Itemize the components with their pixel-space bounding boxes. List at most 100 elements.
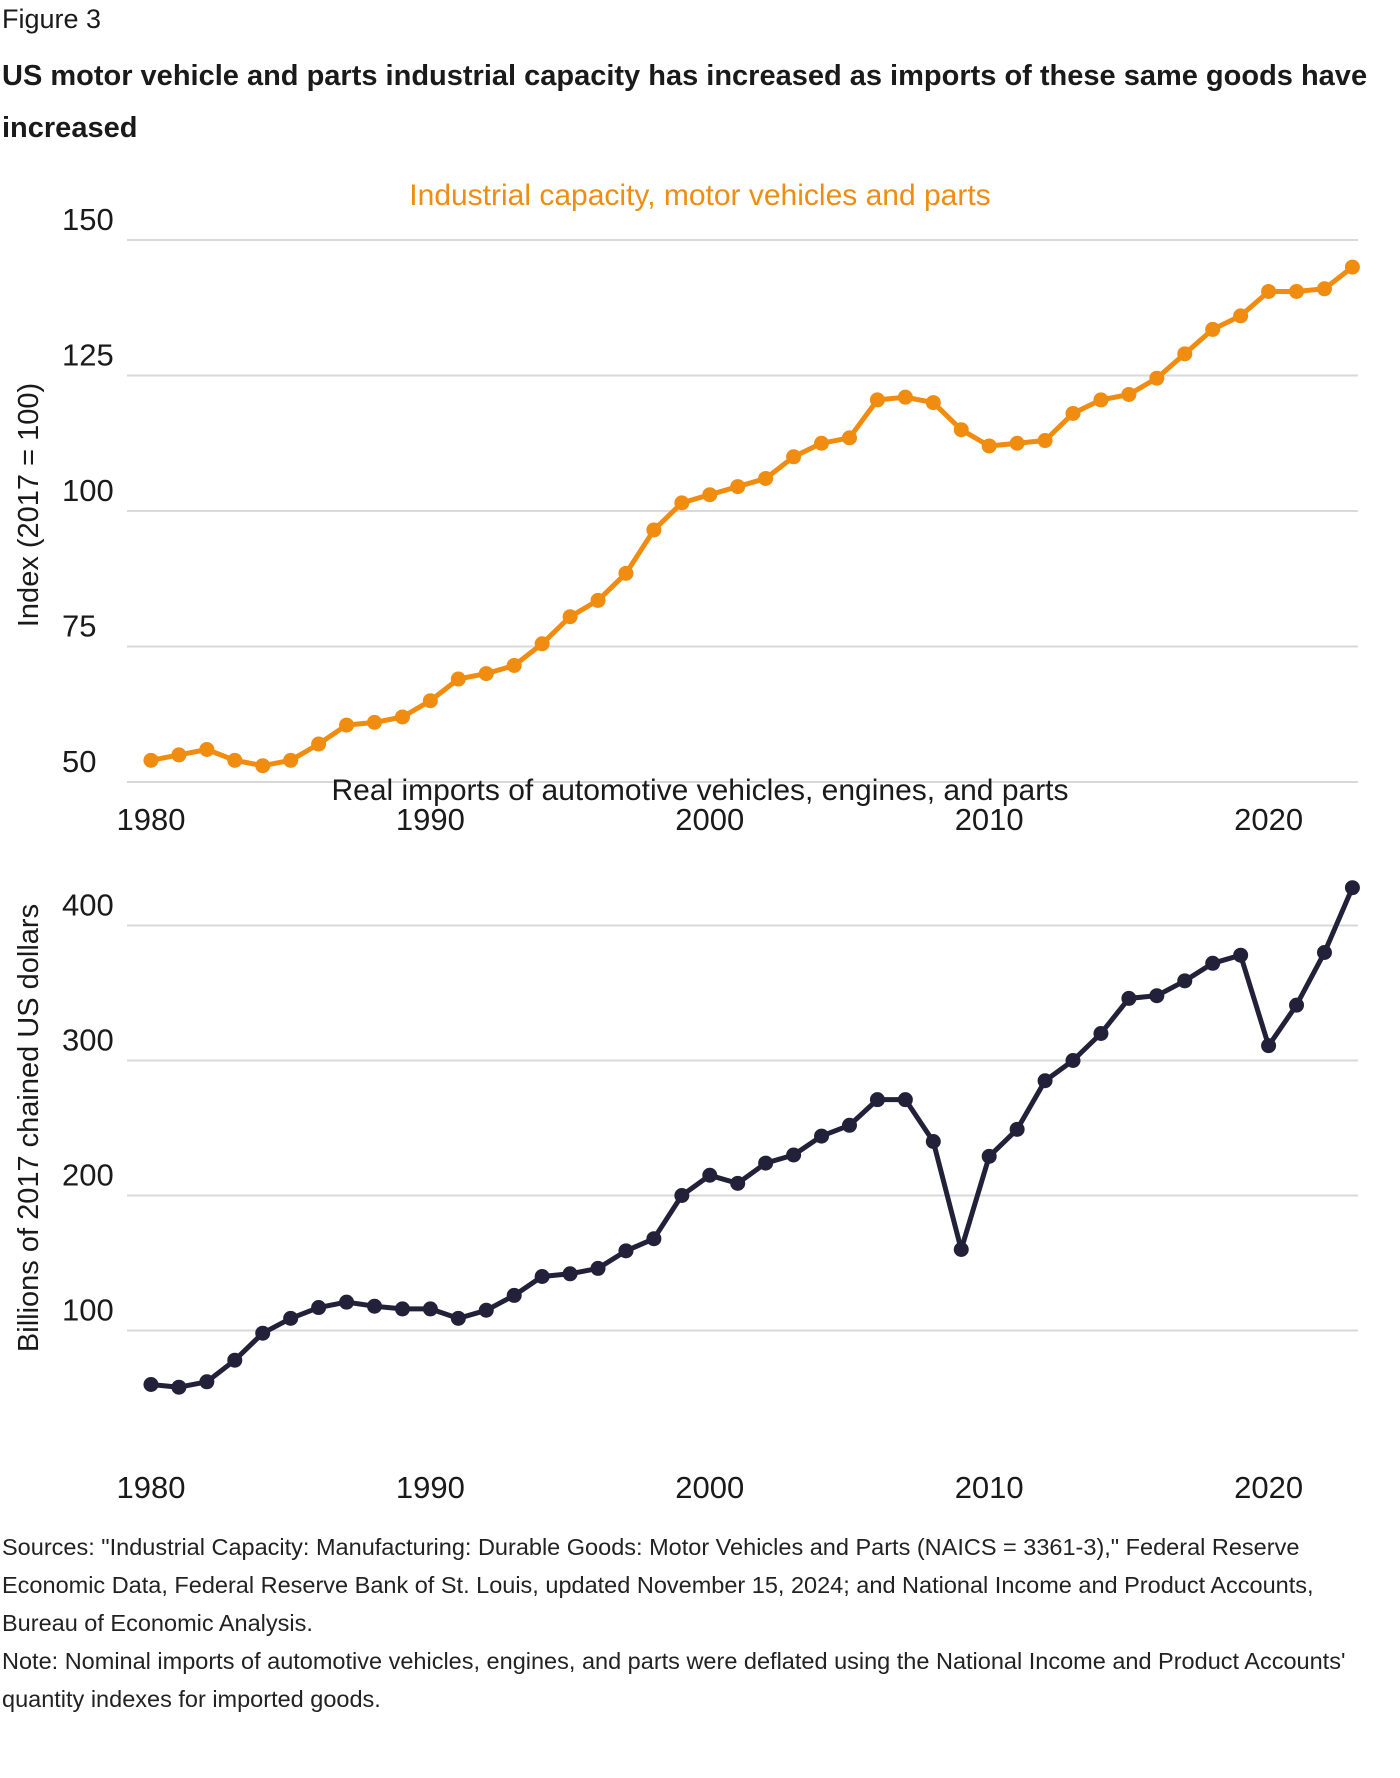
data-point [1037,1073,1053,1089]
data-point [758,470,774,486]
data-point [841,1117,857,1133]
data-point [841,430,857,446]
series-line [150,886,1355,1390]
data-point [534,636,550,652]
data-point [897,1092,913,1108]
data-point [394,709,410,725]
data-point [1289,283,1305,299]
data-point [562,1266,578,1282]
data-point [1121,386,1137,402]
figure-title: US motor vehicle and parts industrial ca… [2,60,1368,144]
note-text: Note: Nominal imports of automotive vehi… [2,1648,1346,1712]
data-point [1316,281,1332,297]
data-point [869,392,885,408]
x-tick-label: 2000 [675,802,744,837]
sources-text: Sources: "Industrial Capacity: Manufactu… [2,1534,1314,1636]
data-point [646,522,662,538]
data-point [227,752,243,768]
data-point [981,438,997,454]
data-point [562,609,578,625]
data-point [311,736,327,752]
footer: Sources: "Industrial Capacity: Manufactu… [2,1528,1392,1718]
data-point [1233,947,1249,963]
data-point [534,1269,550,1284]
y-tick-label: 400 [62,888,114,923]
data-point [1093,392,1109,408]
data-point [1009,1121,1025,1137]
data-point [590,592,606,608]
data-point [702,1167,718,1183]
data-point [1233,308,1249,324]
data-point [227,1352,243,1368]
data-point [1065,405,1081,421]
data-point [646,1231,662,1247]
data-point [981,1148,997,1164]
data-point [171,747,187,763]
x-tick-label: 2000 [675,1470,744,1505]
data-point [366,1298,382,1314]
data-point [953,1242,969,1257]
data-point [366,714,382,730]
y-axis-label: Index (2017 = 100) [13,383,45,627]
data-point [786,449,802,465]
capacity-chart: Industrial capacity, motor vehicles and … [13,179,1360,837]
data-point [199,741,215,757]
data-point [814,1128,830,1144]
data-point [1121,990,1137,1006]
data-point [897,389,913,405]
data-point [730,1175,746,1191]
data-point [1009,435,1025,451]
data-point [478,1302,494,1318]
data-point [1205,955,1221,971]
x-tick-label: 2020 [1234,1470,1303,1505]
chart-title: Real imports of automotive vehicles, eng… [331,774,1068,807]
data-point [925,1134,941,1149]
x-tick-label: 2020 [1234,802,1303,837]
data-point [758,1155,774,1171]
y-axis-label: Billions of 2017 chained US dollars [13,904,45,1352]
data-point [1261,283,1277,299]
data-point [730,479,746,495]
data-point [618,1243,634,1259]
y-tick-label: 150 [62,202,114,237]
data-point [786,1147,802,1163]
data-point [478,666,494,682]
data-point [394,1301,410,1317]
data-point [450,671,466,687]
data-point [590,1260,606,1276]
chart-title: Industrial capacity, motor vehicles and … [409,179,990,212]
x-tick-label: 1980 [116,802,185,837]
x-tick-label: 2010 [955,802,1024,837]
data-point [422,1301,438,1317]
data-point [143,1377,159,1392]
data-point [255,758,271,774]
x-tick-label: 1980 [116,1470,185,1505]
data-point [255,1325,271,1341]
series-line [150,265,1354,769]
y-tick-label: 100 [62,1293,114,1328]
data-point [339,1294,355,1310]
x-tick-label: 1990 [396,802,465,837]
data-point [814,435,830,451]
imports-chart: Real imports of automotive vehicles, eng… [13,774,1360,1505]
data-point [506,1287,522,1303]
data-point [171,1379,187,1395]
data-point [311,1300,327,1316]
data-point [1316,945,1332,960]
data-point [925,395,941,411]
x-tick-label: 2010 [955,1470,1024,1505]
data-point [1065,1053,1081,1068]
data-point [1289,997,1305,1013]
data-point [1037,433,1053,449]
data-point [283,1310,299,1326]
data-point [339,717,355,733]
x-tick-label: 1990 [396,1470,465,1505]
data-point [1149,370,1165,386]
data-point [422,693,438,709]
data-point [1261,1038,1277,1054]
y-tick-label: 50 [62,744,96,779]
data-point [618,565,634,581]
data-point [506,657,522,673]
data-point [283,752,299,768]
figure-label: Figure 3 [2,4,102,34]
